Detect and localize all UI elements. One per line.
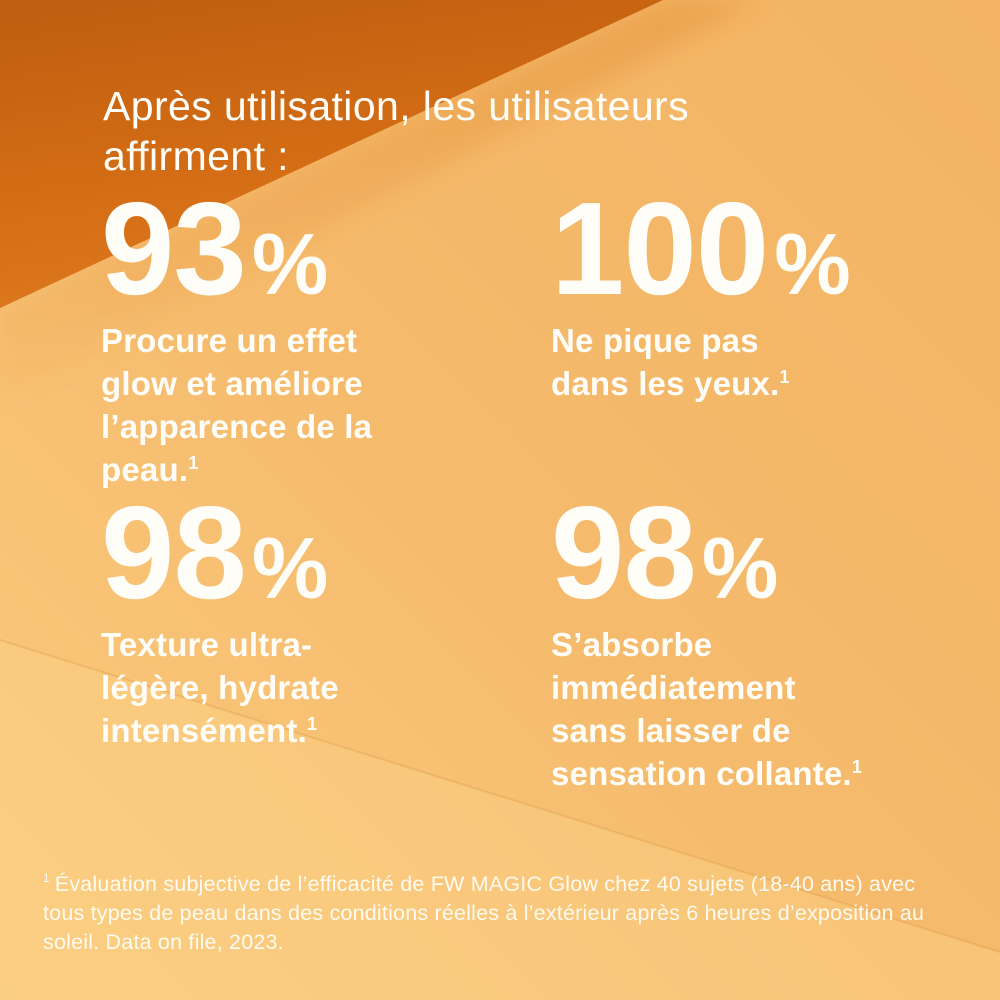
percent-sign: %	[701, 521, 779, 617]
stat-card-glow-effect: 93% Procure un effet glow et améliore l’…	[101, 183, 521, 491]
footnote-reference: 1	[779, 366, 790, 387]
percent-sign: %	[251, 217, 329, 313]
stat-number: 100	[551, 175, 769, 322]
stat-description: Texture ultra- légère, hydrate intenséme…	[101, 625, 339, 749]
dark-fold-triangle	[0, 0, 663, 308]
footnote-reference: 1	[188, 452, 199, 473]
stat-description: Procure un effet glow et améliore l’appa…	[101, 321, 373, 488]
stat-number: 93	[101, 175, 247, 322]
percent-sign: %	[774, 217, 851, 313]
footnote-reference: 1	[851, 756, 863, 777]
stat-value: 98%	[551, 487, 971, 619]
fold-glow	[0, 0, 760, 400]
lower-sheet	[0, 640, 1000, 1000]
stat-number: 98	[551, 479, 697, 626]
footnote: 1 Évaluation subjective de l’efficacité d…	[43, 871, 925, 954]
stat-number: 98	[101, 479, 247, 626]
footnote-reference: 1	[306, 713, 318, 734]
stat-description: Ne pique pas dans les yeux.1	[551, 321, 790, 402]
stat-value: 93%	[101, 183, 521, 315]
stat-value: 98%	[101, 487, 521, 619]
stat-card-fast-absorption: 98% S’absorbe immédiatement sans laisser…	[551, 487, 971, 795]
stat-value: 100%	[551, 183, 971, 315]
stat-description: S’absorbe immédiatement sans laisser de …	[551, 625, 863, 792]
paper-crease	[0, 639, 1000, 953]
main-heading: Après utilisation, les utilisateurs affi…	[103, 83, 689, 180]
percent-sign: %	[251, 521, 329, 617]
footnote-marker: 1	[43, 871, 50, 886]
stat-card-no-eye-sting: 100% Ne pique pas dans les yeux.1	[551, 183, 971, 405]
stat-card-light-texture: 98% Texture ultra- légère, hydrate inten…	[101, 487, 521, 752]
